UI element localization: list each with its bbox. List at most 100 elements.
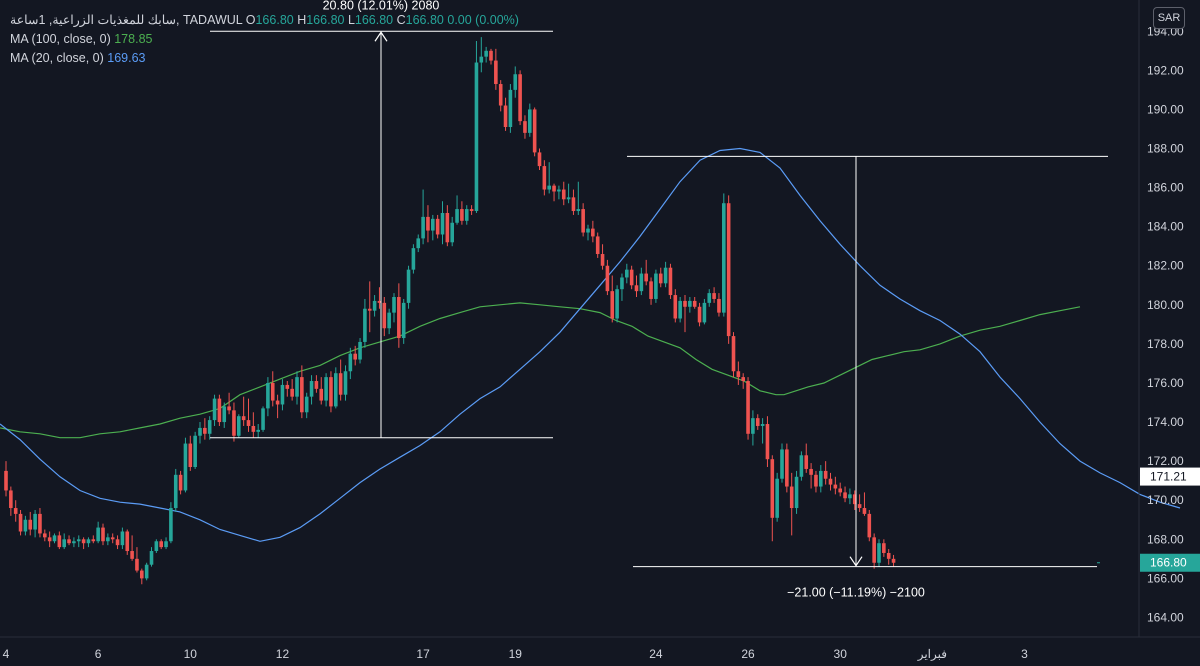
candle-body [780,449,784,479]
candle-body [571,197,576,212]
candle-body [857,504,862,509]
x-tick-label: 12 [276,647,290,661]
candle-body [353,353,357,360]
candle-body [140,570,144,579]
legend-ma100-row[interactable]: MA (100, close, 0) 178.85 [10,30,519,49]
candle-body [13,508,18,514]
candle-body [814,474,818,487]
candle-body [392,297,396,313]
legend-ma20-row[interactable]: MA (20, close, 0) 169.63 [10,49,519,68]
candle-body [440,212,445,235]
candle-body [212,398,217,421]
candle-body [843,492,847,499]
candle-body [43,533,47,538]
candle-body [528,109,532,133]
candle-body [96,527,100,542]
candle-body [401,302,406,339]
y-tick-label: 190.00 [1147,102,1184,116]
candle-body [503,105,508,128]
candle-body [770,459,775,518]
candle-body [338,373,343,395]
candle-body [72,541,76,544]
ma100-label: MA (100, close, 0) [10,32,111,46]
candle-body [479,56,484,63]
candle-body [484,50,488,57]
candle-body [246,420,251,426]
candle-body [295,377,299,397]
candle-body [367,308,372,311]
candle-body [431,218,435,231]
candle-body [678,300,682,319]
candle-body [872,537,876,563]
candle-body [207,420,212,434]
x-tick-label: 30 [834,647,848,661]
candle-body [828,478,833,485]
candle-body [586,228,590,233]
y-tick-label: 178.00 [1147,337,1184,351]
y-tick-label: 164.00 [1147,610,1184,624]
ma-price-badge [1140,467,1200,486]
candle-body [712,293,716,299]
candle-body [460,209,464,221]
candle-body [891,558,896,563]
high-label: H [297,13,307,27]
candle-body [149,551,154,565]
candle-body [862,508,867,514]
candle-body [547,185,551,190]
candle-body [605,265,610,292]
candle-body [426,216,430,231]
legend-ohlc-row: سابك للمغذيات الزراعية, 1ساعة, TADAWUL O… [10,11,519,30]
candle-body [348,353,353,372]
candle-body [600,254,605,266]
candle-body [241,416,246,421]
y-tick-label: 174.00 [1147,415,1184,429]
candle-body [537,152,542,167]
candle-body [193,435,197,468]
measure-tools: 20.80 (12.01%) 2080 −21.00 (−11.19%) −210… [210,0,1108,600]
candle-body [615,289,619,319]
symbol-label[interactable]: سابك للمغذيات الزراعية, 1ساعة, TADAWUL [10,13,243,27]
candle-body [266,382,270,409]
candle-body [591,228,595,237]
candle-body [9,490,13,509]
candle-body [319,388,324,401]
candle-body [23,519,28,532]
candle-body [227,406,231,411]
candle-body [164,541,168,548]
currency-button[interactable]: SAR [1153,7,1185,29]
candle-body [683,300,687,307]
candle-body [634,285,639,292]
open-label: O [245,13,256,27]
change-value: 0.00 (0.00%) [447,13,519,27]
candle-body [760,424,765,426]
x-tick-label: 17 [416,647,430,661]
candle-body [576,209,581,212]
candle-body [372,300,377,311]
candle-body [91,539,96,542]
candle-body [38,513,42,534]
candle-body [329,377,333,407]
candle-body [217,398,222,423]
candle-body [464,209,469,221]
ma20-layer [0,147,1181,542]
ma-price-badge-text: 171.21 [1150,470,1187,484]
candle-body [833,484,838,489]
candle-body [692,300,697,307]
candle-body [33,513,37,530]
candle-body [489,50,493,61]
last-price-badge-text: 166.80 [1150,556,1187,570]
x-tick-label: 19 [509,647,523,661]
candle-body [654,273,658,299]
candle-body [625,269,629,278]
candle-body [159,541,163,548]
candle-body [532,109,537,153]
x-tick-label: 26 [741,647,755,661]
candle-body [620,277,624,290]
ma100-value: 178.85 [114,32,153,46]
candle-body [882,543,886,553]
candle-body [469,209,474,212]
candle-body [561,189,566,200]
